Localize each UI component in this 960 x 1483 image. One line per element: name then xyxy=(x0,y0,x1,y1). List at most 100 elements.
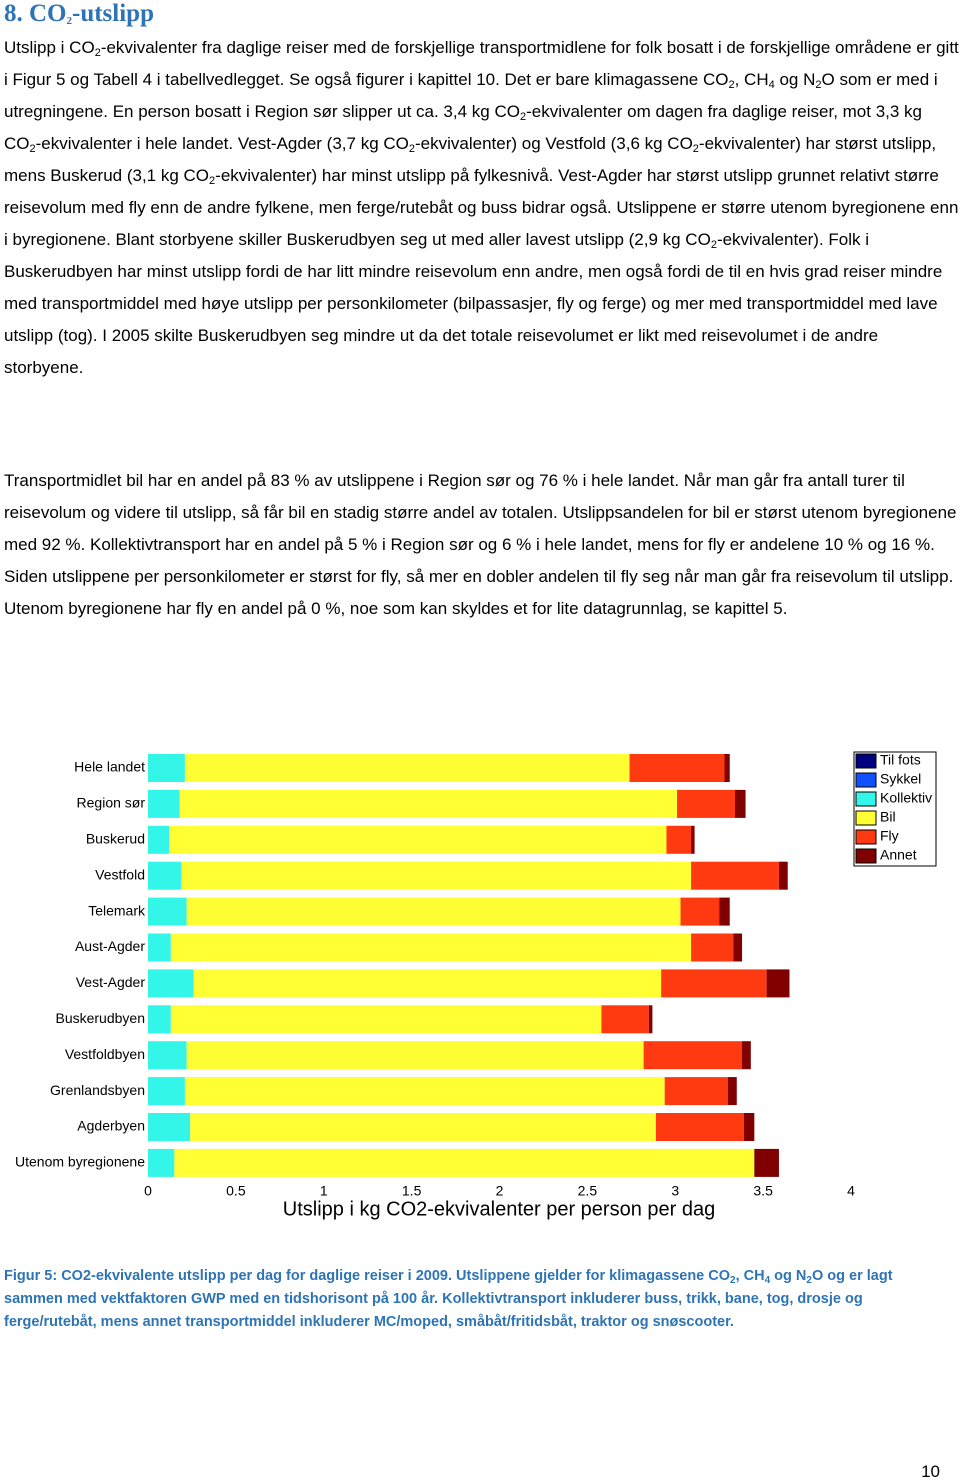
legend-label: Til fots xyxy=(880,752,921,768)
bar-segment xyxy=(724,754,730,782)
bar-segment xyxy=(666,825,692,854)
bar-segment xyxy=(179,789,678,818)
text-run: og N xyxy=(774,70,816,89)
bar-segment xyxy=(727,1077,737,1106)
text-run: -ekvivalenter) har minst utslipp på fylk… xyxy=(4,166,959,249)
bar-segment xyxy=(193,969,662,998)
x-tick-label: 0.5 xyxy=(226,1183,246,1199)
legend-label: Annet xyxy=(880,847,917,863)
bar-segment xyxy=(181,861,692,890)
bar-segment xyxy=(743,1113,755,1141)
subscript: 2 xyxy=(209,175,216,187)
x-tick-label: 3.5 xyxy=(753,1183,773,1199)
x-tick-label: 1.5 xyxy=(402,1183,422,1199)
subscript: 2 xyxy=(408,143,415,155)
y-tick-label: Hele landet xyxy=(74,759,145,775)
text-run: -ekvivalenter om dagen fra daglige reise… xyxy=(4,102,923,153)
paragraph: Utslipp i CO2-ekvivalenter fra daglige r… xyxy=(4,32,959,384)
bar-segment xyxy=(148,1005,171,1034)
bar-segment xyxy=(148,1148,175,1177)
bar-segment xyxy=(174,1148,755,1177)
subscript: 2 xyxy=(710,239,717,251)
text-run: -ekvivalenter fra daglige reiser med de … xyxy=(4,38,959,89)
bar-segment xyxy=(186,1041,644,1070)
bar-segment xyxy=(643,1041,743,1070)
bar-segment xyxy=(754,1148,779,1177)
bar-segment xyxy=(148,825,170,854)
legend-swatch xyxy=(855,772,877,788)
bar-segment xyxy=(148,1113,191,1141)
text-run: Figur 5: CO2-ekvivalente utslipp per dag… xyxy=(4,1268,731,1284)
bar-segment xyxy=(664,1077,728,1106)
bar-segment xyxy=(148,897,187,926)
text-run: , CH xyxy=(734,70,769,89)
bar-segment xyxy=(169,825,667,854)
bar-segment xyxy=(680,897,720,926)
text-run: -utslipp xyxy=(72,0,154,27)
subscript: 4 xyxy=(764,1275,771,1286)
x-tick-label: 2 xyxy=(496,1183,504,1199)
y-tick-label: Agderbyen xyxy=(77,1118,145,1134)
text-run: Transportmidlet bil har en andel på 83 %… xyxy=(4,471,957,618)
bar-segment xyxy=(778,861,788,890)
page-number: 10 xyxy=(921,1462,940,1481)
chart: Utslipp i kg CO2-ekvivalenter per person… xyxy=(15,751,937,1220)
x-axis-label: Utslipp i kg CO2-ekvivalenter per person… xyxy=(283,1198,715,1220)
legend-box xyxy=(853,751,937,867)
bar-segment xyxy=(148,789,180,818)
bar-segment xyxy=(190,1113,656,1141)
subscript: 4 xyxy=(768,79,775,91)
bar-segment xyxy=(691,825,695,854)
bar-segment xyxy=(742,1041,751,1070)
bar-segment xyxy=(170,933,692,962)
text-run: -ekvivalenter i hele landet. Vest-Agder … xyxy=(35,134,409,153)
bar-segment xyxy=(629,754,725,782)
bar-segment xyxy=(655,1113,744,1141)
y-tick-label: Vest-Agder xyxy=(76,974,146,990)
bar-segment xyxy=(186,897,681,926)
bar-segment xyxy=(148,1077,185,1106)
bar-segment xyxy=(719,897,730,926)
bar-segment xyxy=(148,754,185,782)
bar-segment xyxy=(601,1005,649,1034)
subscript: 2 xyxy=(692,143,699,155)
text-run: -ekvivalenter). Folk i Buskerudbyen har … xyxy=(4,230,943,377)
bar-segment xyxy=(661,969,767,998)
legend-swatch xyxy=(855,848,877,864)
x-tick-label: 0 xyxy=(144,1183,152,1199)
x-tick-label: 3 xyxy=(671,1183,679,1199)
figure-caption: Figur 5: CO2-ekvivalente utslipp per dag… xyxy=(4,1265,944,1334)
text-run: Utslipp i CO xyxy=(4,38,95,57)
bar-segment xyxy=(733,933,743,962)
paragraph: Transportmidlet bil har en andel på 83 %… xyxy=(4,465,959,625)
bar-segment xyxy=(691,933,734,962)
subscript: 2 xyxy=(29,143,36,155)
subscript: 2 xyxy=(730,1275,736,1286)
subscript: 2 xyxy=(66,15,73,27)
bar-segment xyxy=(148,1041,187,1070)
bar-segment xyxy=(170,1005,602,1034)
bar-segment xyxy=(148,861,182,890)
y-tick-label: Buskerudbyen xyxy=(55,1010,145,1026)
text-run: -ekvivalenter) har størst utslipp, mens … xyxy=(4,134,937,185)
x-tick-label: 4 xyxy=(847,1183,855,1199)
text-run: O som er med i utregningene. En person b… xyxy=(4,70,938,121)
legend-swatch xyxy=(855,791,877,807)
bar-segment xyxy=(148,969,194,998)
y-tick-label: Aust-Agder xyxy=(75,938,145,954)
bar-segment xyxy=(184,1077,665,1106)
subscript: 2 xyxy=(806,1275,812,1286)
y-tick-label: Buskerud xyxy=(86,831,145,847)
legend-label: Bil xyxy=(880,809,896,825)
subscript: 2 xyxy=(728,79,735,91)
legend-label: Fly xyxy=(880,828,899,844)
bar-segment xyxy=(648,1005,653,1034)
bar-segment xyxy=(677,789,736,818)
y-tick-label: Utenom byregionene xyxy=(15,1154,145,1170)
text-run: , CH xyxy=(735,1268,765,1284)
subscript: 2 xyxy=(94,47,101,59)
subscript: 2 xyxy=(519,111,527,123)
heading: 8. CO2-utslipp xyxy=(4,0,154,28)
text-run: -ekvivalenter) og Vestfold (3,6 kg CO xyxy=(415,134,693,153)
